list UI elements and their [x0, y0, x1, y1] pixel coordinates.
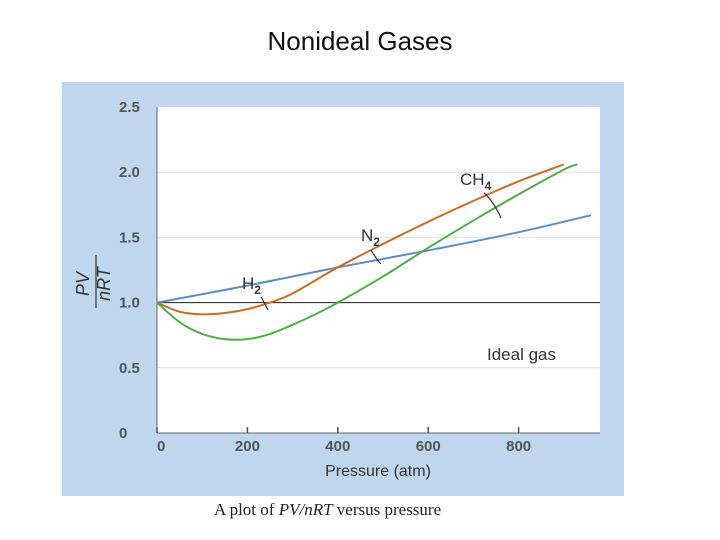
y-tick-label: 1.0: [119, 295, 140, 312]
y-axis-label-numerator: PV: [73, 270, 93, 296]
y-tick-label: 1.5: [119, 229, 140, 246]
svg-text:H2: H2: [242, 274, 261, 297]
x-tick-label: 600: [416, 438, 441, 455]
svg-text:N2: N2: [361, 226, 380, 249]
y-tick-labels: 0 0.5 1.0 1.5 2.0 2.5: [119, 99, 140, 442]
x-tick-label: 200: [235, 438, 260, 455]
x-tick-label: 400: [325, 438, 350, 455]
ch4-label-subscript: 4: [485, 179, 492, 193]
y-axis-label: PV nRT: [73, 255, 114, 308]
x-tick-label: 0: [157, 438, 165, 455]
ch4-label: CH4: [460, 170, 502, 219]
x-tick-labels: 0 200 400 600 800: [157, 438, 531, 455]
caption-prefix: A plot of: [214, 500, 279, 519]
plot-area: [157, 107, 600, 433]
series-layer: [156, 163, 592, 341]
x-tick-label: 800: [506, 438, 531, 455]
y-axis-label-denominator: nRT: [94, 265, 114, 301]
n2-label-subscript: 2: [373, 235, 380, 249]
n2-line: [156, 163, 565, 316]
h2-label-subscript: 2: [254, 283, 261, 297]
figure-caption: A plot of PV/nRT versus pressure: [214, 500, 441, 520]
ideal-gas-label: Ideal gas: [487, 345, 556, 364]
y-tick-label: 2.5: [119, 99, 140, 116]
svg-text:CH4: CH4: [460, 170, 492, 193]
h2-label: H2: [242, 274, 269, 311]
y-tick-label: 0.5: [119, 360, 140, 377]
h2-label-pointer: [260, 296, 269, 311]
axes: [156, 107, 600, 434]
caption-suffix: versus pressure: [332, 500, 442, 519]
caption-ratio: PV/nRT: [278, 500, 333, 519]
n2-label-text: N: [361, 226, 373, 245]
slide-title: Nonideal Gases: [267, 26, 453, 56]
y-tick-label: 2.0: [119, 164, 140, 181]
n2-label-pointer: [370, 249, 382, 265]
ch4-label-text: CH: [460, 170, 485, 189]
h2-line: [156, 214, 592, 304]
ch4-line: [156, 163, 578, 341]
h2-label-text: H: [242, 274, 254, 293]
n2-label: N2: [361, 226, 382, 265]
ch4-label-pointer: [483, 192, 502, 219]
y-tick-label: 0: [119, 425, 127, 442]
x-axis-label: Pressure (atm): [325, 463, 431, 480]
